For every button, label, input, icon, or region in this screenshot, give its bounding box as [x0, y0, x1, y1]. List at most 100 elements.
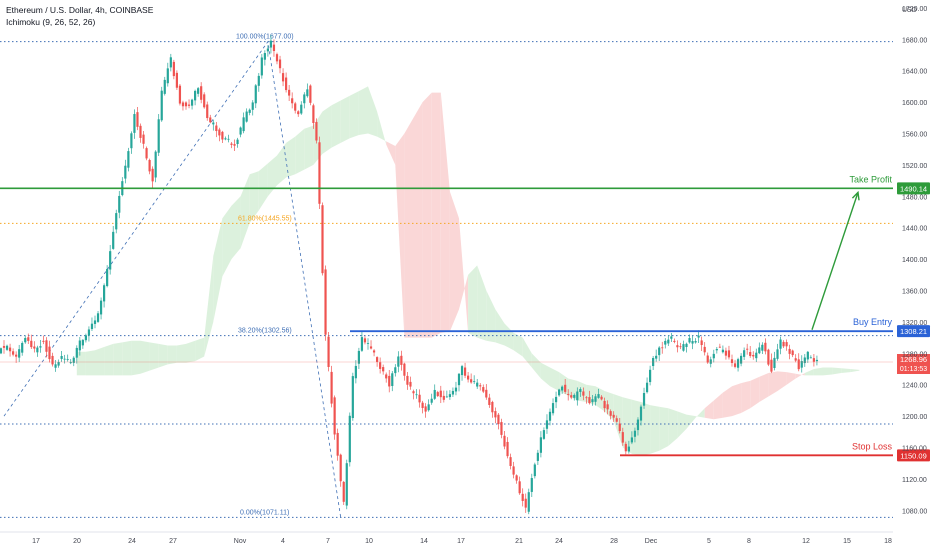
candle-body	[376, 357, 379, 362]
level-name-take-profit: Take Profit	[849, 174, 892, 184]
cloud-segment	[668, 408, 678, 446]
candle-body	[661, 347, 664, 349]
candle-body	[194, 90, 197, 101]
candle-body	[54, 364, 57, 368]
y-tick-label: 1120.00	[902, 477, 927, 484]
cloud-segment	[149, 342, 159, 371]
candle-body	[709, 359, 712, 364]
candle-body	[430, 398, 433, 403]
candle-body	[746, 348, 749, 350]
candle-body	[448, 394, 451, 398]
candle-body	[366, 343, 370, 344]
cloud-segment	[622, 397, 632, 454]
cloud-segment	[577, 380, 587, 403]
candle-body	[476, 382, 479, 387]
candle-body	[582, 391, 585, 396]
candle-body	[524, 498, 527, 508]
candle-body	[248, 109, 251, 113]
candle-body	[618, 423, 621, 432]
candle-body	[730, 359, 734, 363]
candle-body	[0, 348, 3, 354]
candle-body	[385, 374, 388, 379]
candle-body	[488, 397, 491, 405]
candle-body	[154, 151, 157, 178]
candle-body	[585, 397, 588, 399]
candle-body	[142, 134, 145, 144]
chart-title: Ethereum / U.S. Dollar, 4h, COINBASE	[6, 5, 154, 15]
candle-body	[445, 396, 448, 398]
candle-body	[758, 347, 761, 354]
candle-body	[415, 394, 418, 396]
candle-body	[87, 329, 91, 336]
bar-countdown: 01:13:53	[900, 366, 927, 373]
price-tag-stop-loss	[897, 449, 930, 462]
candle-body	[112, 231, 115, 249]
candle-body	[545, 420, 549, 429]
time-axis[interactable]: 17 20 24 27 Nov 4 7 10 14 17 21 24 28 Dec 5 8 12 15 18	[0, 531, 893, 545]
candle-body	[500, 422, 503, 435]
candle-body	[615, 418, 618, 422]
candle-body	[812, 358, 815, 362]
candle-body	[257, 75, 260, 86]
cloud-segment	[631, 399, 641, 456]
candle-body	[463, 367, 467, 376]
x-tick-label: 10	[365, 538, 373, 545]
candle-body	[491, 401, 494, 413]
candle-body	[206, 104, 209, 119]
candle-body	[576, 391, 579, 401]
candle-body	[263, 53, 266, 60]
candle-body	[72, 357, 75, 363]
candle-body	[245, 111, 248, 122]
candle-body	[99, 300, 103, 315]
candle-body	[275, 54, 279, 62]
candle-body	[157, 119, 160, 153]
candle-body	[803, 357, 806, 364]
cloud-segment	[504, 323, 514, 351]
x-tick-label: 14	[420, 538, 428, 545]
candle-body	[330, 371, 333, 404]
candle-body	[761, 344, 764, 351]
candle-body	[412, 391, 415, 394]
y-tick-label: 1720.00	[902, 6, 927, 13]
x-tick-label: 27	[169, 538, 177, 545]
candle-body	[351, 376, 354, 419]
candle-body	[118, 195, 121, 213]
price-axis[interactable]: USD 1080.00 1120.00 1160.00 1200.00 1240.00 12…	[902, 6, 927, 516]
candle-body	[166, 68, 169, 84]
candle-body	[260, 57, 263, 76]
x-tick-label: 20	[73, 538, 81, 545]
cloud-segment	[750, 376, 760, 409]
cloud-segment	[158, 343, 168, 368]
candle-body	[69, 362, 72, 364]
candle-body	[312, 105, 315, 124]
candle-body	[682, 344, 685, 351]
candle-body	[242, 117, 245, 132]
candle-body	[60, 355, 63, 359]
candle-body	[127, 151, 130, 168]
cloud-segment	[522, 337, 532, 368]
candle-body	[294, 103, 297, 111]
candle-body	[573, 394, 576, 398]
candle-body	[567, 393, 570, 395]
level-name-stop-loss: Stop Loss	[852, 441, 893, 451]
candle-body	[494, 411, 497, 418]
candle-body	[788, 348, 791, 354]
candle-body	[169, 57, 172, 68]
cloud-segment	[258, 163, 268, 211]
candle-body	[66, 358, 69, 360]
x-tick-label: 17	[32, 538, 40, 545]
candle-body	[57, 362, 60, 366]
y-tick-label: 1200.00	[902, 414, 927, 421]
candle-body	[236, 139, 239, 144]
candle-body	[400, 355, 403, 365]
candle-body	[506, 441, 509, 457]
candle-body	[558, 389, 561, 396]
candle-body	[372, 350, 376, 353]
candle-body	[718, 346, 721, 348]
cloud-segment	[85, 350, 95, 376]
candle-body	[315, 121, 318, 141]
candle-body	[303, 94, 306, 104]
cloud-segment	[659, 406, 669, 451]
candle-body	[733, 363, 737, 367]
